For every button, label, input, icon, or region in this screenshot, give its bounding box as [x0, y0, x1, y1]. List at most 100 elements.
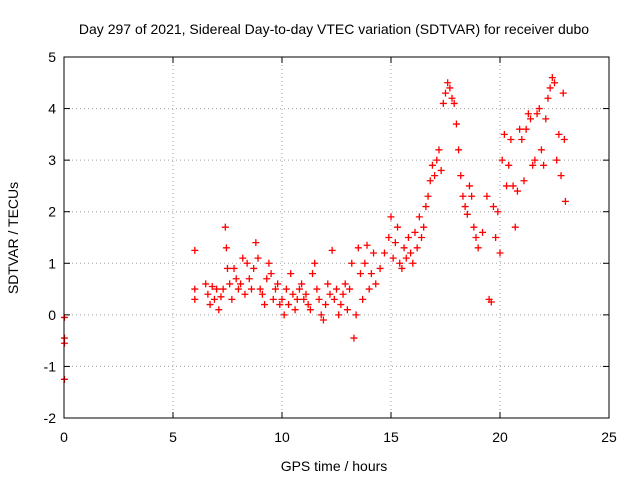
data-point-marker: [474, 244, 482, 252]
data-point-marker: [448, 94, 456, 102]
data-point-marker: [494, 208, 502, 216]
data-point-marker: [293, 295, 301, 303]
data-point-marker: [367, 270, 375, 278]
data-point-marker: [415, 213, 423, 221]
data-point-marker: [516, 125, 524, 133]
data-point-marker: [409, 259, 417, 267]
data-point-marker: [300, 295, 308, 303]
x-tick-label: 20: [492, 429, 508, 445]
data-point-marker: [470, 223, 478, 231]
data-point-marker: [282, 285, 290, 293]
grid-lines: [64, 57, 609, 418]
data-point-marker: [560, 136, 568, 144]
data-point-marker: [302, 290, 310, 298]
data-point-marker: [315, 295, 323, 303]
data-point-marker: [411, 228, 419, 236]
y-tick-label: 5: [48, 49, 56, 65]
data-point-marker: [503, 182, 511, 190]
data-point-marker: [365, 285, 373, 293]
y-tick-label: -2: [44, 410, 57, 426]
data-point-marker: [254, 254, 262, 262]
data-point-marker: [413, 244, 421, 252]
data-point-marker: [263, 275, 271, 283]
data-point-marker: [389, 254, 397, 262]
data-point-marker: [261, 301, 269, 309]
data-point-marker: [531, 156, 539, 164]
data-point-marker: [387, 213, 395, 221]
data-point-marker: [551, 79, 558, 87]
data-point-marker: [278, 295, 286, 303]
data-point-marker: [404, 234, 412, 241]
data-point-marker: [191, 295, 199, 303]
data-point-marker: [234, 285, 242, 293]
data-point-marker: [483, 192, 491, 200]
data-point-marker: [341, 280, 349, 288]
data-point-marker: [396, 259, 404, 267]
chart-title: Day 297 of 2021, Sidereal Day-to-day VTE…: [79, 21, 589, 37]
data-point-marker: [348, 259, 356, 267]
data-point-marker: [428, 161, 436, 169]
x-axis-label: GPS time / hours: [281, 458, 388, 474]
data-point-marker: [544, 94, 552, 102]
data-point-marker: [505, 161, 513, 169]
y-tick-label: 1: [48, 255, 56, 271]
data-point-marker: [391, 239, 399, 247]
y-tick-label: 0: [48, 307, 56, 323]
data-point-marker: [354, 244, 362, 252]
data-point-marker: [496, 249, 504, 257]
data-point-marker: [228, 295, 236, 303]
data-point-marker: [461, 203, 469, 211]
data-point-marker: [542, 115, 550, 123]
data-point-marker: [311, 259, 319, 267]
data-point-marker: [356, 270, 364, 278]
data-point-marker: [352, 311, 360, 319]
y-tick-label: 3: [48, 152, 56, 168]
data-point-marker: [221, 223, 229, 231]
data-point-marker: [363, 241, 371, 249]
data-point-marker: [322, 301, 330, 309]
data-point-marker: [463, 210, 471, 218]
data-point-marker: [213, 285, 221, 293]
data-point-marker: [537, 146, 545, 154]
data-point-marker: [437, 166, 445, 174]
data-point-marker: [350, 334, 358, 342]
data-point-marker: [298, 280, 306, 288]
data-point-marker: [306, 306, 314, 314]
data-point-marker: [557, 172, 565, 180]
data-point-marker: [339, 290, 347, 298]
data-point-marker: [309, 270, 317, 278]
data-point-marker: [256, 285, 264, 293]
data-point-marker: [239, 254, 247, 262]
data-point-marker: [343, 306, 351, 314]
data-point-marker: [333, 285, 340, 293]
data-point-marker: [439, 99, 447, 107]
y-tick-label: 4: [48, 101, 56, 117]
data-point-marker: [465, 182, 473, 190]
data-point-marker: [245, 275, 253, 283]
data-point-marker: [217, 293, 225, 301]
data-point-marker: [489, 203, 497, 211]
data-point-marker: [520, 177, 528, 185]
data-point-marker: [241, 290, 249, 298]
data-point-marker: [433, 156, 441, 164]
data-point-marker: [222, 244, 230, 252]
data-point-marker: [247, 285, 255, 293]
data-point-marker: [540, 161, 548, 169]
data-point-marker: [561, 197, 569, 205]
data-point-marker: [380, 249, 388, 257]
data-point-marker: [442, 89, 449, 97]
data-point-marker: [511, 223, 519, 231]
data-point-marker: [269, 295, 277, 303]
x-tick-label: 15: [383, 429, 399, 445]
data-point-marker: [435, 146, 443, 154]
data-point-marker: [459, 192, 467, 200]
data-point-marker: [361, 259, 369, 267]
data-point-marker: [522, 125, 530, 133]
data-point-marker: [232, 275, 240, 283]
data-point-marker: [394, 223, 402, 231]
data-point-marker: [533, 110, 541, 118]
data-point-marker: [206, 301, 214, 309]
data-point-marker: [548, 74, 556, 82]
data-point-marker: [424, 192, 432, 200]
